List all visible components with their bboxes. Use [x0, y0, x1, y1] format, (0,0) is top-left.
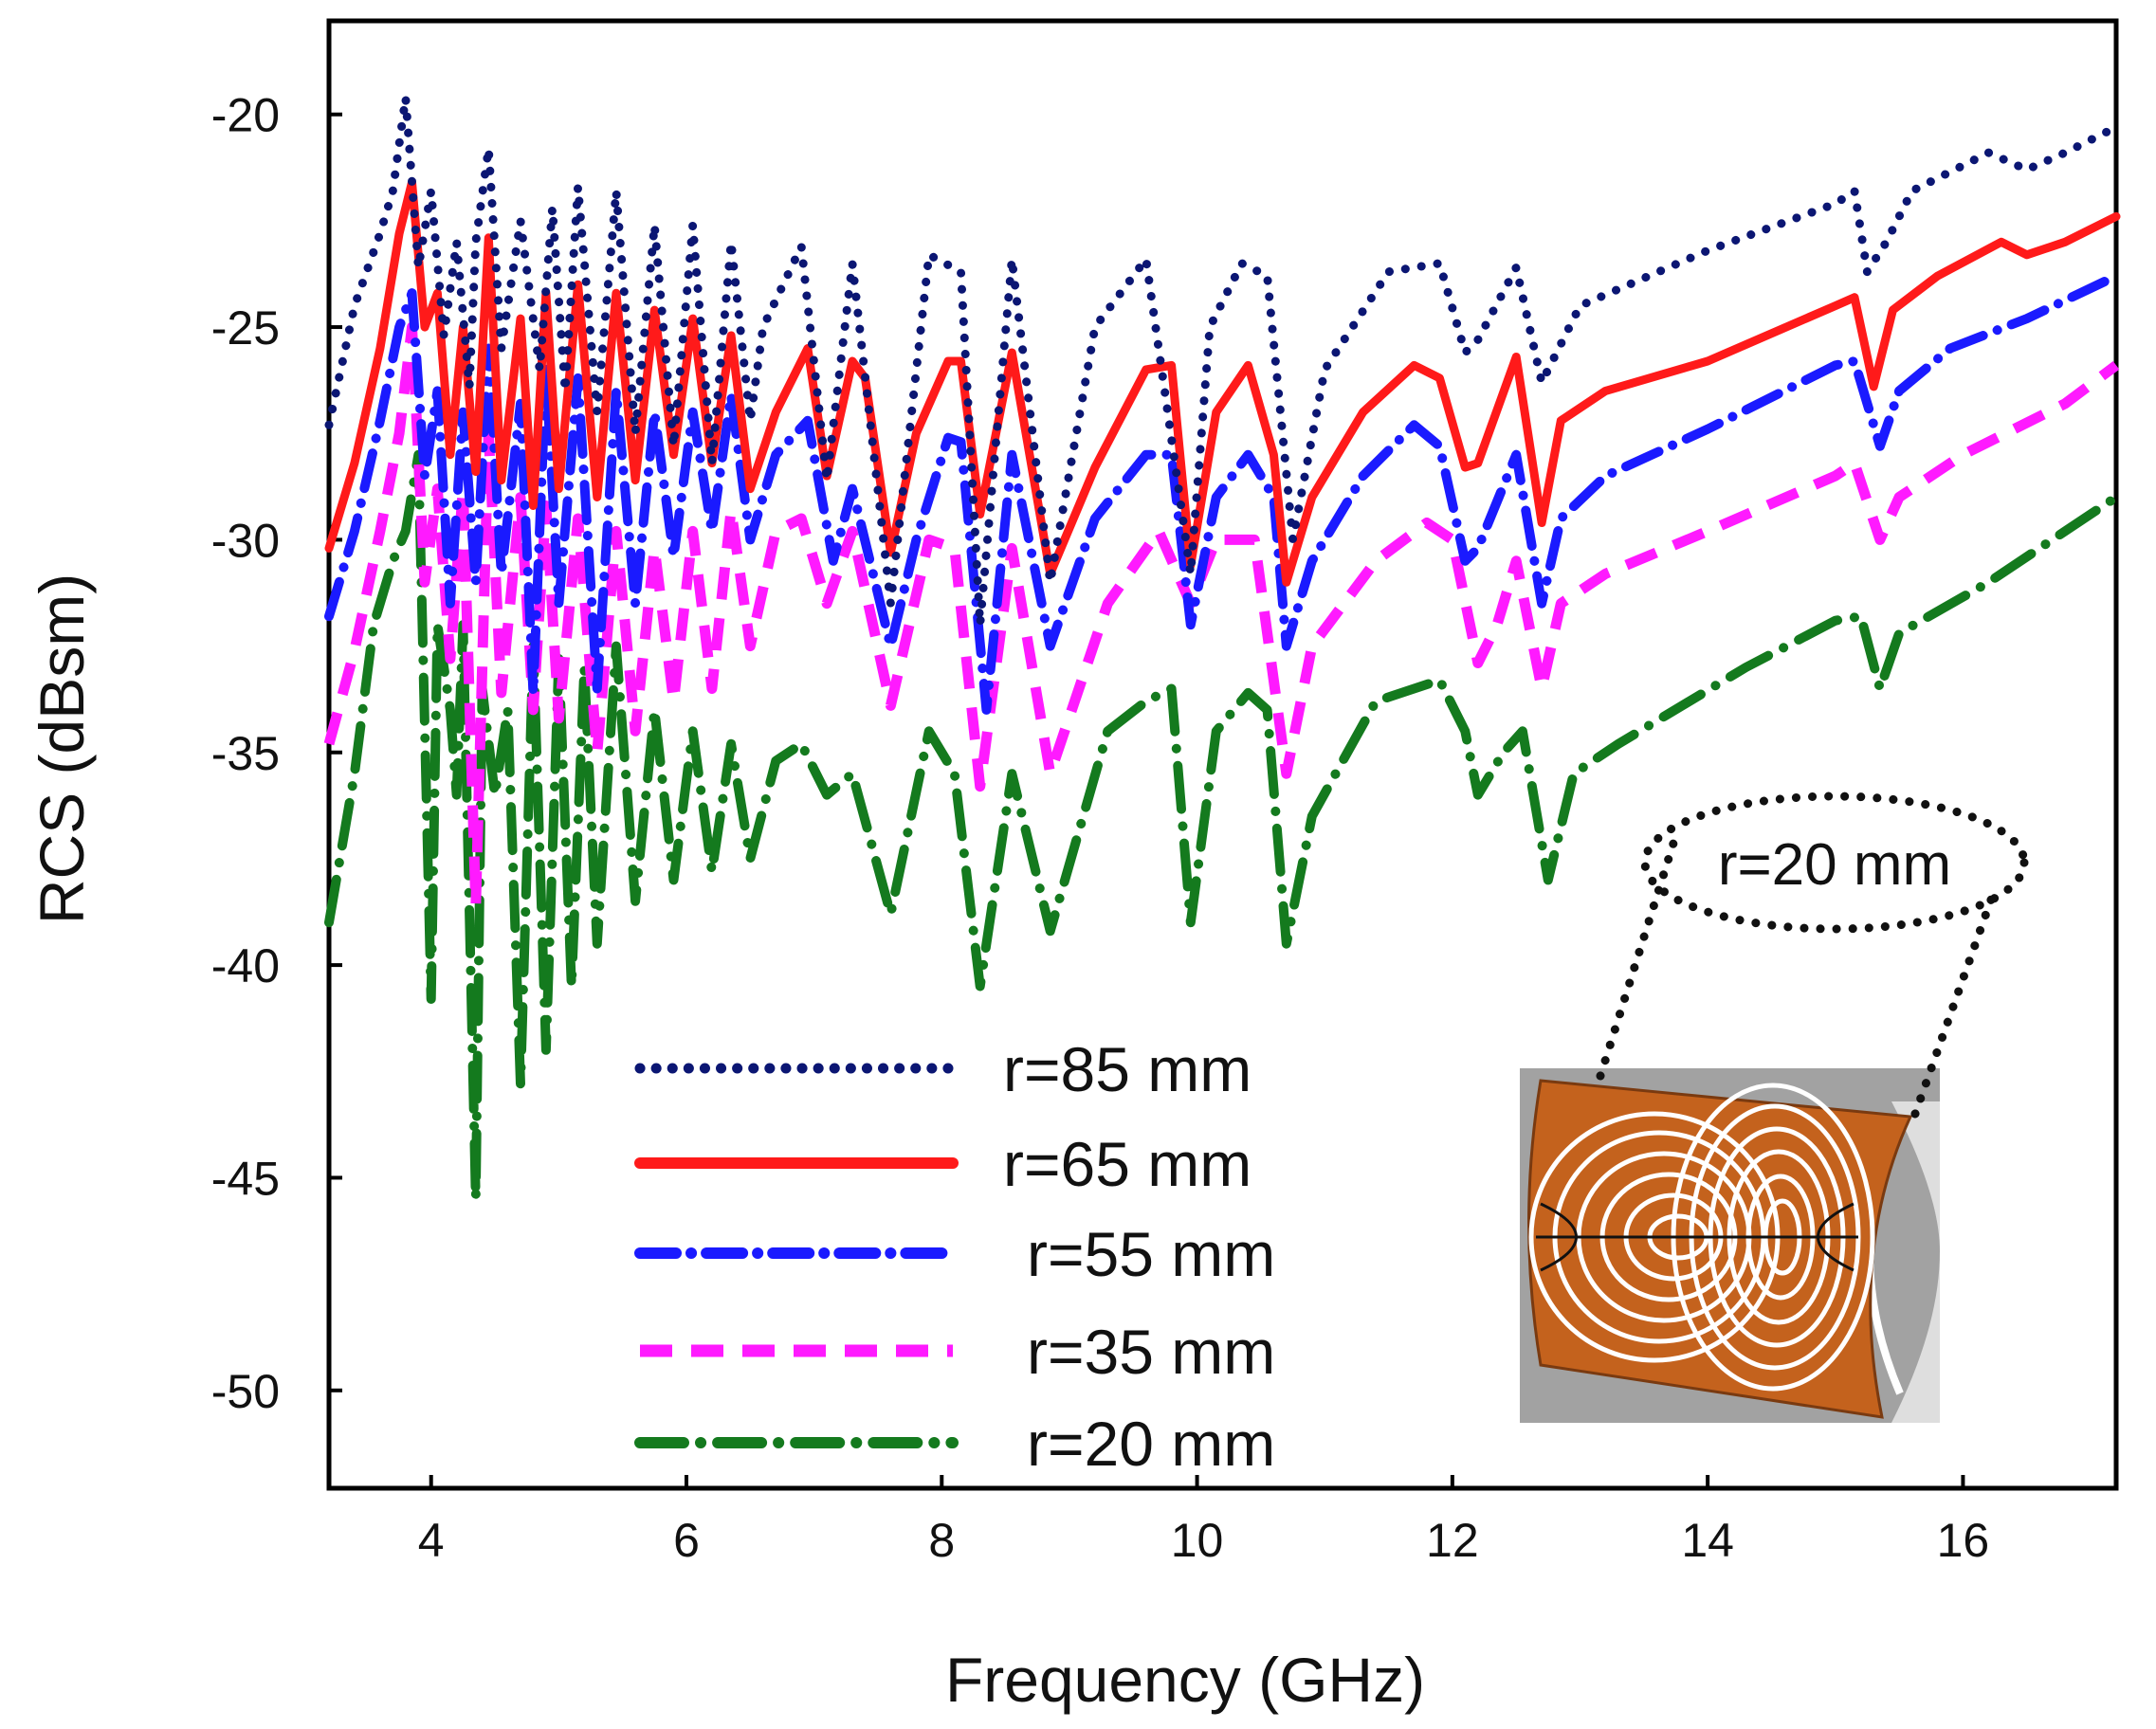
plot-frame	[326, 18, 2119, 1491]
x-tick-label: 6	[673, 1514, 700, 1567]
x-axis-ticks: 4 6 8 10 12 14 16	[418, 1475, 1989, 1567]
x-tick-label: 12	[1426, 1514, 1479, 1567]
x-tick-label: 16	[1937, 1514, 1990, 1567]
y-tick-label: -40	[211, 939, 280, 992]
series-line-r-85-mm	[324, 93, 2121, 629]
series-line-r-20-mm	[324, 449, 2121, 1204]
y-tick-label: -25	[211, 301, 280, 355]
x-tick-label: 8	[928, 1514, 955, 1567]
callout-ellipse	[1640, 792, 2029, 934]
x-tick-label: 10	[1171, 1514, 1224, 1567]
y-tick-label: -30	[211, 514, 280, 567]
x-axis-title: Frequency (GHz)	[945, 1645, 1425, 1715]
y-axis-title: RCS (dBsm)	[27, 573, 97, 924]
inset-curved-surface	[1891, 1101, 1940, 1423]
y-axis-ticks: -20 -25 -30 -35 -40 -45 -50	[211, 89, 342, 1418]
x-tick-label: 14	[1681, 1514, 1734, 1567]
legend-label: r=20 mm	[1027, 1409, 1275, 1479]
legend-label: r=65 mm	[1003, 1129, 1252, 1199]
callout-line-right	[1910, 882, 2001, 1119]
y-tick-label: -35	[211, 727, 280, 780]
legend-label: r=85 mm	[1003, 1034, 1252, 1104]
series-lines	[323, 93, 2121, 1204]
legend: r=85 mm r=65 mm r=55 mm r=35 mm r=20 mm	[634, 1034, 1275, 1479]
series-line-r-65-mm	[324, 178, 2121, 587]
legend-label: r=35 mm	[1027, 1317, 1275, 1387]
x-tick-label: 4	[418, 1514, 445, 1567]
inset-illustration: r=20 mm	[1520, 792, 2029, 1423]
y-tick-label: -50	[211, 1365, 280, 1418]
legend-label: r=55 mm	[1027, 1219, 1275, 1289]
y-tick-label: -20	[211, 89, 280, 142]
callout-line-left	[1596, 829, 1681, 1081]
series-line-r-35-mm	[323, 321, 2120, 911]
y-tick-label: -45	[211, 1152, 280, 1205]
inset-label: r=20 mm	[1718, 832, 1951, 898]
inset-black-traces	[1536, 1202, 1858, 1272]
series-line-r-55-mm	[324, 271, 2121, 715]
